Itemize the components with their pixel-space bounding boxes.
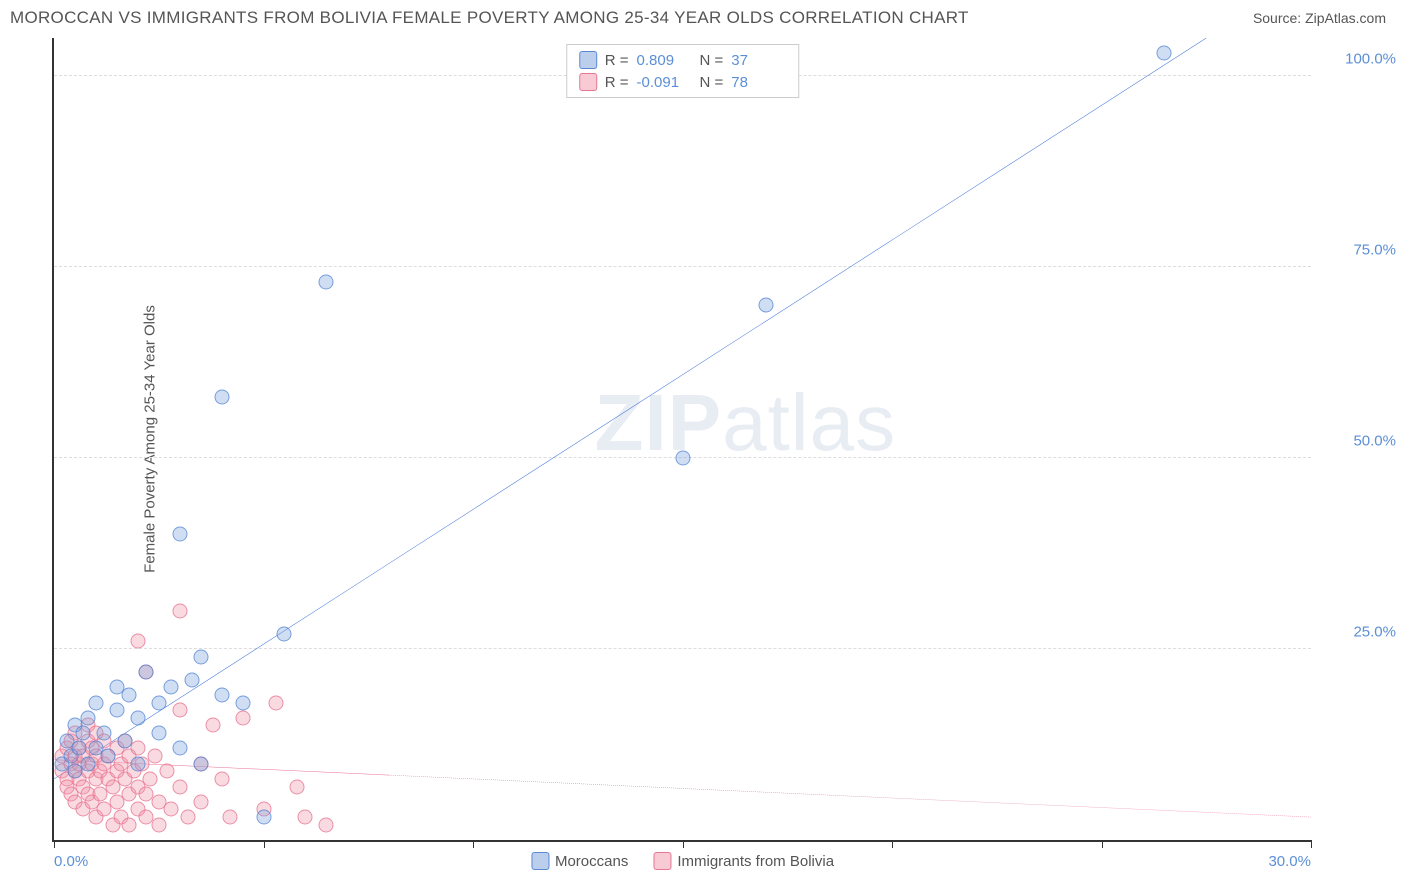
- data-point: [147, 748, 162, 763]
- data-point: [80, 710, 95, 725]
- data-point: [214, 771, 229, 786]
- data-point: [214, 390, 229, 405]
- data-point: [290, 779, 305, 794]
- chart-header: MOROCCAN VS IMMIGRANTS FROM BOLIVIA FEMA…: [0, 0, 1406, 32]
- legend-item-moroccans: Moroccans: [531, 852, 628, 870]
- data-point: [181, 810, 196, 825]
- data-point: [164, 802, 179, 817]
- y-tick-label: 100.0%: [1345, 51, 1396, 68]
- y-tick-label: 50.0%: [1353, 433, 1396, 450]
- data-point: [193, 794, 208, 809]
- data-point: [235, 695, 250, 710]
- correlation-legend: R = 0.809 N = 37 R = -0.091 N = 78: [566, 44, 800, 98]
- data-point: [97, 726, 112, 741]
- data-point: [151, 817, 166, 832]
- data-point: [214, 687, 229, 702]
- data-point: [1157, 46, 1172, 61]
- data-point: [72, 741, 87, 756]
- x-tick: [473, 840, 474, 848]
- x-tick: [54, 840, 55, 848]
- data-point: [172, 527, 187, 542]
- data-point: [319, 275, 334, 290]
- swatch-blue-icon: [579, 51, 597, 69]
- data-point: [122, 687, 137, 702]
- data-point: [277, 626, 292, 641]
- x-tick-label: 30.0%: [1268, 853, 1311, 870]
- chart-title: MOROCCAN VS IMMIGRANTS FROM BOLIVIA FEMA…: [10, 8, 969, 28]
- x-tick: [1102, 840, 1103, 848]
- y-axis-label: Female Poverty Among 25-34 Year Olds: [141, 305, 158, 573]
- data-point: [118, 733, 133, 748]
- gridline: [54, 648, 1311, 649]
- data-point: [759, 298, 774, 313]
- y-tick-label: 25.0%: [1353, 624, 1396, 641]
- data-point: [206, 718, 221, 733]
- data-point: [193, 756, 208, 771]
- data-point: [172, 779, 187, 794]
- x-tick: [1311, 840, 1312, 848]
- data-point: [160, 764, 175, 779]
- data-point: [185, 672, 200, 687]
- data-point: [151, 695, 166, 710]
- data-point: [80, 756, 95, 771]
- gridline: [54, 266, 1311, 267]
- data-point: [172, 603, 187, 618]
- chart-plot-area: Female Poverty Among 25-34 Year Olds ZIP…: [52, 38, 1311, 842]
- swatch-pink-icon: [579, 73, 597, 91]
- swatch-pink-icon: [653, 852, 671, 870]
- legend-row-moroccans: R = 0.809 N = 37: [579, 49, 787, 71]
- data-point: [235, 710, 250, 725]
- data-point: [139, 664, 154, 679]
- data-point: [269, 695, 284, 710]
- data-point: [298, 810, 313, 825]
- data-point: [164, 680, 179, 695]
- data-point: [143, 771, 158, 786]
- data-point: [88, 695, 103, 710]
- legend-item-bolivia: Immigrants from Bolivia: [653, 852, 834, 870]
- data-point: [319, 817, 334, 832]
- data-point: [193, 649, 208, 664]
- y-tick-label: 75.0%: [1353, 242, 1396, 259]
- data-point: [130, 710, 145, 725]
- series-legend: Moroccans Immigrants from Bolivia: [531, 852, 834, 870]
- x-tick: [264, 840, 265, 848]
- data-point: [130, 756, 145, 771]
- source-label: Source: ZipAtlas.com: [1253, 10, 1386, 26]
- data-point: [130, 741, 145, 756]
- swatch-blue-icon: [531, 852, 549, 870]
- data-point: [172, 741, 187, 756]
- data-point: [122, 817, 137, 832]
- data-point: [675, 451, 690, 466]
- data-point: [101, 748, 116, 763]
- legend-row-bolivia: R = -0.091 N = 78: [579, 71, 787, 93]
- data-point: [151, 726, 166, 741]
- x-tick: [683, 840, 684, 848]
- data-point: [76, 726, 91, 741]
- data-point: [256, 810, 271, 825]
- watermark: ZIPatlas: [595, 377, 896, 469]
- data-point: [172, 703, 187, 718]
- data-point: [130, 634, 145, 649]
- x-tick-label: 0.0%: [54, 853, 88, 870]
- data-point: [222, 810, 237, 825]
- data-point: [109, 703, 124, 718]
- x-tick: [892, 840, 893, 848]
